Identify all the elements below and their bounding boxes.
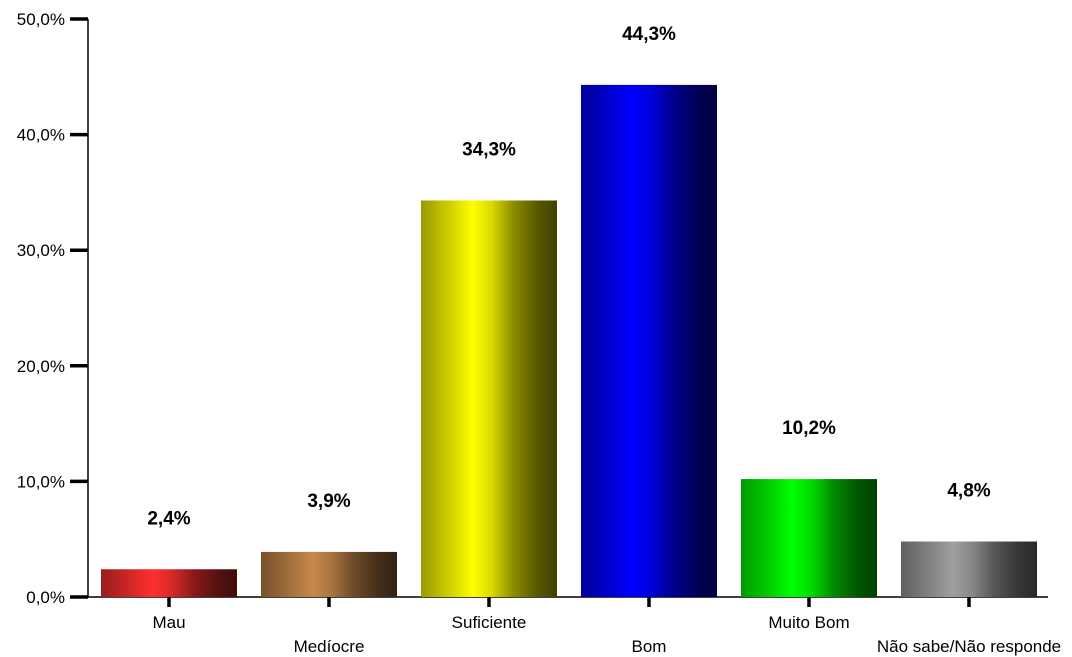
data-label: 4,8% <box>947 481 990 502</box>
y-tick-label: 0,0% <box>26 588 65 607</box>
x-tick-label: Bom <box>632 637 667 656</box>
x-tick-label: Suficiente <box>452 613 527 632</box>
x-axis: Mau Medíocre Suficiente Bom Muito Bom Não sab… <box>88 596 1061 656</box>
y-tick-label: 30,0% <box>17 241 65 260</box>
bar-0 <box>101 569 237 597</box>
data-labels: 2,4% 3,9% 34,3% 44,3% 10,2% 4,8% <box>147 24 990 529</box>
x-tick-label: Não sabe/Não responde <box>877 637 1061 656</box>
x-tick-label: Medíocre <box>294 637 365 656</box>
x-tick-label: Mau <box>152 613 185 632</box>
data-label: 10,2% <box>782 418 836 439</box>
y-tick-label: 40,0% <box>17 126 65 145</box>
x-tick-label: Muito Bom <box>768 613 849 632</box>
y-axis: 0,0% 10,0% 20,0% 30,0% 40,0% 50,0% <box>17 10 89 607</box>
bar-2 <box>421 200 557 597</box>
data-label: 34,3% <box>462 139 516 160</box>
bar-5 <box>901 541 1037 597</box>
bar-4 <box>741 479 877 597</box>
y-tick-label: 20,0% <box>17 357 65 376</box>
data-label: 2,4% <box>147 508 190 529</box>
data-label: 3,9% <box>307 491 350 512</box>
y-tick-label: 10,0% <box>17 472 65 491</box>
data-label: 44,3% <box>622 24 676 45</box>
y-tick-label: 50,0% <box>17 10 65 29</box>
bar-1 <box>261 551 397 597</box>
bars <box>101 84 1037 598</box>
bar-3 <box>581 84 717 598</box>
